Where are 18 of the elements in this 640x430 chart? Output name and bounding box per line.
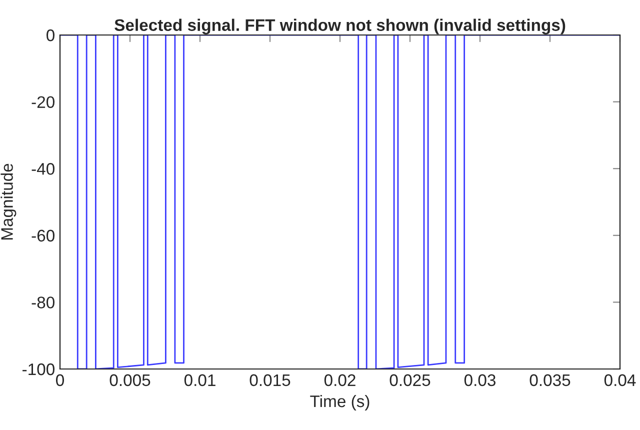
y-tick-label: 0 [46,29,54,42]
x-tick-label: 0.04 [604,374,636,386]
x-tick-label: 0.025 [390,374,430,386]
y-tick-label: -60 [32,230,54,242]
x-tick-label: 0.02 [324,374,356,386]
x-tick-label: 0.005 [110,374,150,386]
y-tick-label: -20 [32,96,54,108]
x-axis-title: Time (s) [310,394,370,410]
y-axis-title: Magnitude [0,164,16,240]
y-tick-label: -40 [32,163,54,175]
y-tick-label: -80 [32,296,54,308]
y-tick-label: -100 [22,363,54,376]
chart-title: Selected signal. FFT window not shown (invalid settings) [114,18,566,34]
x-tick-label: 0.035 [530,374,570,386]
x-tick-label: 0.01 [184,374,216,386]
x-tick-label: 0.03 [464,374,496,386]
x-tick-label: 0.015 [250,374,290,386]
x-tick-label: 0 [56,374,64,386]
